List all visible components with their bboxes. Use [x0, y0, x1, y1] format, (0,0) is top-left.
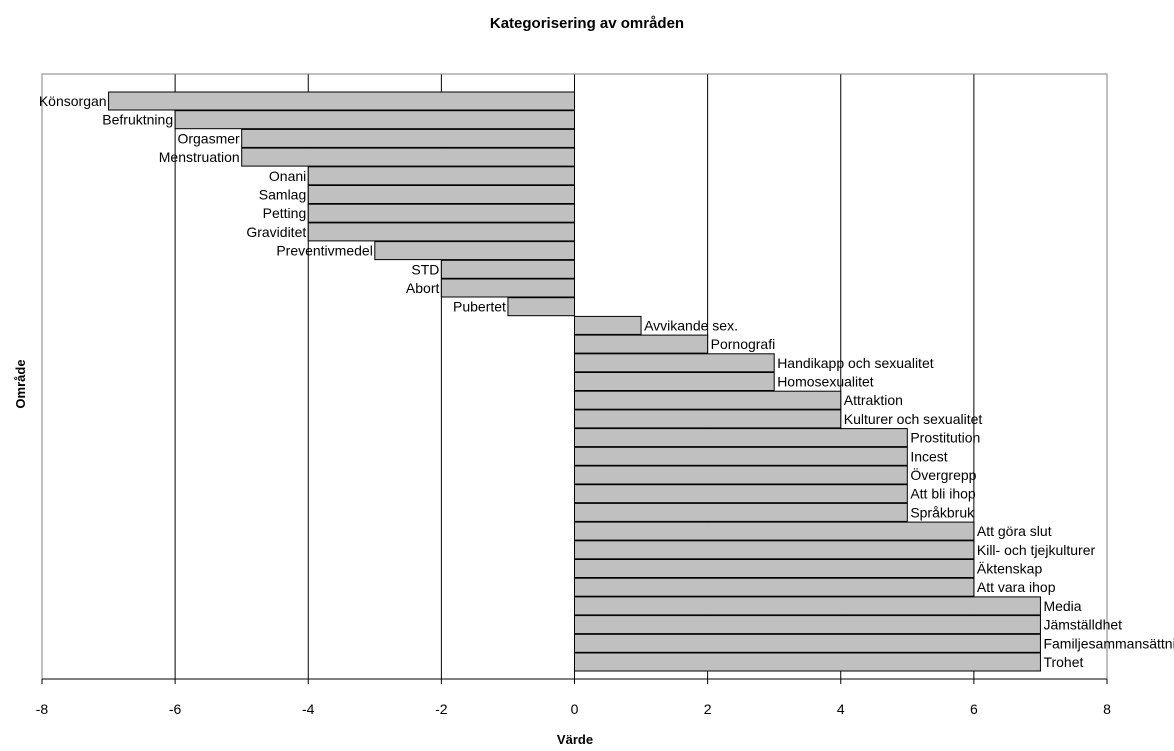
bar-label: Prostitution	[910, 430, 980, 446]
bars	[108, 91, 1041, 672]
bar-label: Preventivmedel	[276, 243, 373, 259]
x-tick-label: -4	[302, 701, 315, 717]
bar	[574, 428, 908, 448]
bar-label: Handikapp och sexualitet	[777, 355, 934, 371]
bar	[307, 166, 575, 186]
bar	[574, 409, 842, 429]
bar-label: Kulturer och sexualitet	[844, 411, 983, 427]
x-axis	[41, 678, 1108, 684]
bar-label: Petting	[263, 205, 307, 221]
bar-label: Menstruation	[159, 149, 240, 165]
bar-label: Avvikande sex.	[644, 317, 738, 333]
bar-label: Trohet	[1043, 654, 1083, 670]
bar-label: Graviditet	[246, 224, 306, 240]
bar	[241, 147, 575, 167]
bar-label: Språkbruk	[910, 504, 975, 520]
bar-label: Familjesammansättning	[1043, 635, 1174, 651]
bar	[574, 596, 1041, 616]
bar	[440, 278, 575, 298]
x-tick-label: 8	[1103, 701, 1111, 717]
x-tick-label: 6	[970, 701, 978, 717]
bar-label: Att göra slut	[977, 523, 1052, 539]
bar	[108, 91, 575, 111]
bar	[574, 633, 1041, 653]
x-tick-labels: -8 -6 -4 -2 0 2 4 6 8	[36, 701, 1111, 717]
bar	[507, 297, 575, 317]
bar-label: Homosexualitet	[777, 374, 874, 390]
bar-label: STD	[411, 261, 439, 277]
bar-label: Att bli ihop	[910, 486, 976, 502]
bar-label: Onani	[269, 168, 306, 184]
bar-label: Pornografi	[711, 336, 776, 352]
bar	[574, 390, 842, 410]
bar	[574, 521, 975, 541]
bar-label: Orgasmer	[177, 130, 240, 146]
bar-label: Övergrepp	[910, 466, 976, 483]
bar	[574, 615, 1041, 635]
y-axis-title: Område	[13, 359, 28, 408]
bar-label: Att vara ihop	[977, 579, 1056, 595]
bar	[574, 652, 1041, 672]
bar-label: Incest	[910, 448, 947, 464]
bar-label: Kill- och tjejkulturer	[977, 542, 1096, 558]
bar-label: Befruktning	[102, 112, 173, 128]
bar	[574, 559, 975, 578]
bar-label: Abort	[406, 280, 440, 296]
bar-label: Könsorgan	[39, 93, 107, 109]
bar-label: Attraktion	[844, 392, 903, 408]
bar	[307, 185, 575, 204]
bar	[574, 315, 642, 335]
x-axis-title: Värde	[557, 732, 593, 747]
bar	[307, 203, 575, 223]
bar-label: Samlag	[259, 187, 306, 203]
x-tick-label: -8	[36, 701, 49, 717]
bar-label: Media	[1043, 598, 1081, 614]
bar	[440, 259, 575, 279]
bar	[574, 577, 975, 597]
x-tick-label: -2	[435, 701, 448, 717]
bar	[174, 110, 575, 130]
bar-label: Jämställdhet	[1043, 617, 1122, 633]
bar	[574, 484, 908, 504]
x-tick-label: 0	[571, 701, 579, 717]
bar	[574, 502, 908, 522]
bar	[241, 128, 575, 148]
bar	[574, 353, 775, 373]
bar	[574, 446, 908, 466]
bar	[574, 372, 775, 391]
x-tick-label: 4	[837, 701, 845, 717]
bar	[374, 241, 575, 261]
chart-title: Kategorisering av områden	[490, 15, 684, 32]
bar	[574, 334, 709, 354]
bar	[307, 222, 575, 242]
bar-label: Pubertet	[453, 299, 506, 315]
bar	[574, 465, 908, 485]
x-tick-label: 2	[704, 701, 712, 717]
x-tick-label: -6	[169, 701, 182, 717]
bar	[574, 540, 975, 560]
bar-label: Äktenskap	[977, 561, 1043, 577]
